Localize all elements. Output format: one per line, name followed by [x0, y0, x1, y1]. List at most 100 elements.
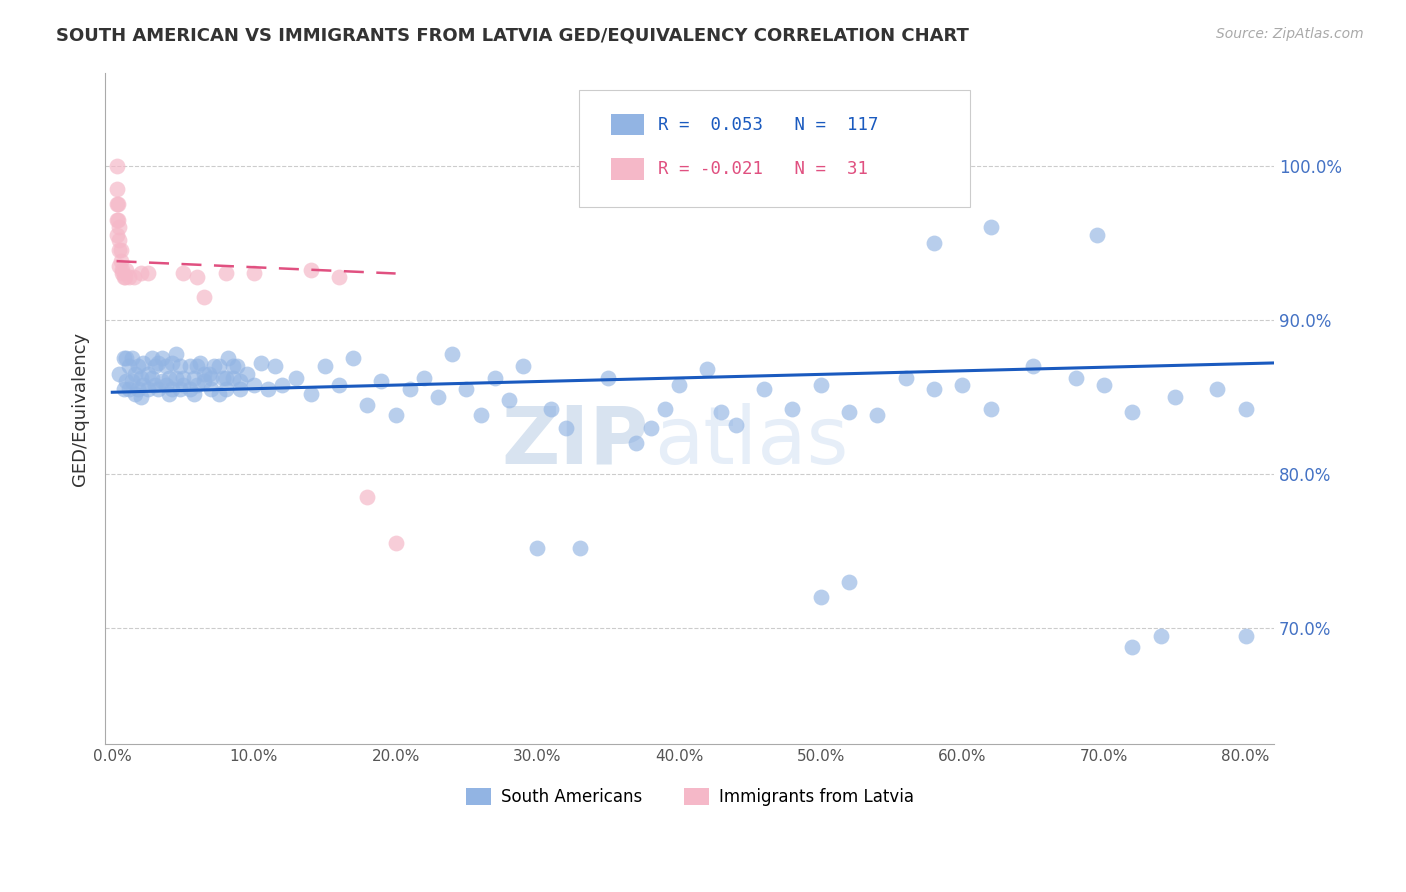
- Point: [150, 375, 173, 389]
- Point: [257, 382, 280, 396]
- Point: [107, 197, 129, 211]
- Point: [598, 371, 620, 385]
- Point: [1064, 371, 1087, 385]
- Point: [1085, 227, 1108, 242]
- Point: [108, 367, 131, 381]
- Point: [183, 386, 205, 401]
- Point: [214, 267, 236, 281]
- Text: ZIP: ZIP: [502, 403, 648, 481]
- Point: [1206, 382, 1229, 396]
- Point: [143, 359, 166, 373]
- Point: [193, 290, 215, 304]
- Point: [122, 269, 145, 284]
- Point: [141, 351, 163, 366]
- Point: [1121, 405, 1143, 419]
- Point: [285, 371, 308, 385]
- Point: [129, 267, 152, 281]
- Point: [105, 212, 128, 227]
- Point: [222, 359, 245, 373]
- Point: [155, 377, 177, 392]
- Point: [165, 347, 187, 361]
- Point: [498, 392, 520, 407]
- Point: [105, 159, 128, 173]
- Point: [115, 375, 138, 389]
- Point: [314, 359, 336, 373]
- Point: [129, 390, 152, 404]
- Point: [105, 181, 128, 195]
- Point: [112, 382, 135, 396]
- Point: [243, 267, 266, 281]
- Point: [217, 351, 239, 366]
- Point: [105, 227, 128, 242]
- Point: [207, 386, 229, 401]
- Point: [193, 375, 215, 389]
- Point: [179, 359, 201, 373]
- Point: [1149, 629, 1171, 643]
- Point: [132, 356, 155, 370]
- Point: [115, 263, 138, 277]
- Point: [193, 367, 215, 381]
- Point: [427, 390, 450, 404]
- Text: SOUTH AMERICAN VS IMMIGRANTS FROM LATVIA GED/EQUIVALENCY CORRELATION CHART: SOUTH AMERICAN VS IMMIGRANTS FROM LATVIA…: [56, 27, 969, 45]
- Point: [1164, 390, 1187, 404]
- Point: [107, 212, 129, 227]
- Point: [370, 375, 392, 389]
- Point: [200, 371, 222, 385]
- Point: [922, 235, 945, 250]
- Point: [236, 367, 259, 381]
- Point: [780, 402, 803, 417]
- Point: [356, 398, 378, 412]
- Text: R =  0.053   N =  117: R = 0.053 N = 117: [658, 116, 879, 134]
- Point: [141, 371, 163, 385]
- Point: [724, 417, 747, 432]
- Point: [186, 377, 208, 392]
- Point: [243, 377, 266, 392]
- Point: [115, 351, 138, 366]
- Point: [118, 359, 141, 373]
- Point: [526, 541, 548, 555]
- Point: [1234, 402, 1257, 417]
- Point: [950, 377, 973, 392]
- Point: [108, 259, 131, 273]
- Point: [127, 382, 149, 396]
- Point: [112, 269, 135, 284]
- Point: [980, 402, 1002, 417]
- Point: [150, 351, 173, 366]
- Point: [146, 382, 169, 396]
- Point: [214, 382, 236, 396]
- Point: [264, 359, 287, 373]
- Point: [111, 267, 134, 281]
- Point: [384, 409, 406, 423]
- Point: [866, 409, 889, 423]
- Point: [110, 254, 132, 268]
- Point: [1022, 359, 1045, 373]
- Point: [384, 536, 406, 550]
- Point: [105, 197, 128, 211]
- Point: [136, 382, 159, 396]
- Point: [172, 267, 194, 281]
- Point: [456, 382, 478, 396]
- Point: [165, 371, 187, 385]
- Point: [838, 574, 860, 589]
- Legend: South Americans, Immigrants from Latvia: South Americans, Immigrants from Latvia: [458, 781, 920, 813]
- Point: [121, 351, 143, 366]
- Point: [640, 421, 662, 435]
- Point: [155, 359, 177, 373]
- Point: [328, 377, 350, 392]
- Point: [121, 375, 143, 389]
- Point: [169, 359, 191, 373]
- Point: [413, 371, 436, 385]
- Point: [136, 367, 159, 381]
- Point: [328, 269, 350, 284]
- Point: [271, 377, 294, 392]
- Point: [183, 371, 205, 385]
- Point: [554, 421, 576, 435]
- Point: [157, 386, 180, 401]
- Point: [356, 490, 378, 504]
- Point: [111, 263, 134, 277]
- Point: [342, 351, 364, 366]
- Point: [197, 367, 219, 381]
- Text: atlas: atlas: [655, 403, 849, 481]
- Point: [229, 375, 252, 389]
- Point: [1234, 629, 1257, 643]
